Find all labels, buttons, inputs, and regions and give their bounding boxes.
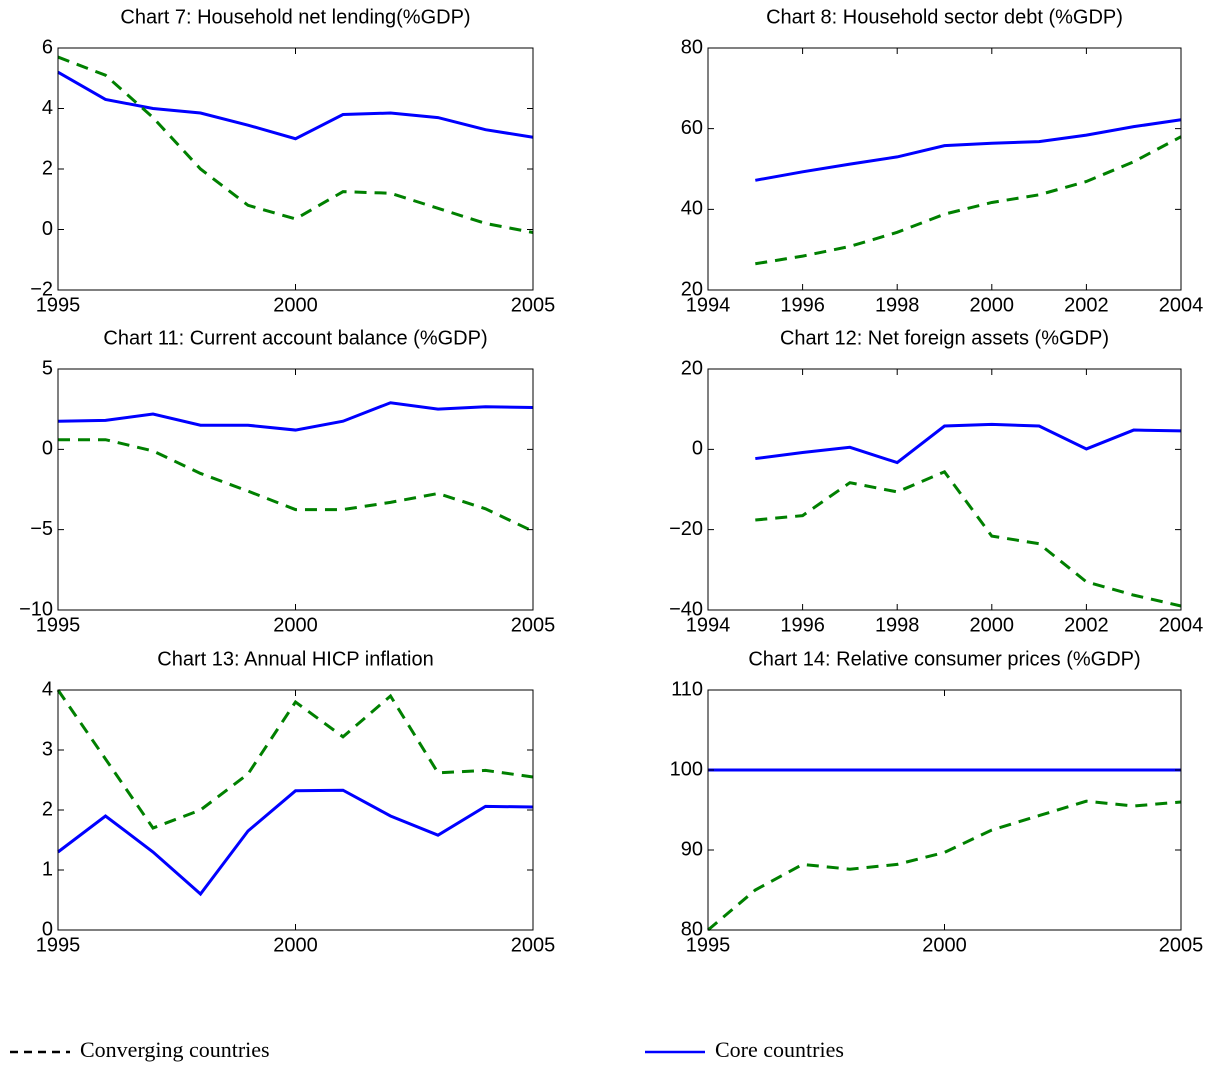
y-tick-label: 4 (42, 97, 53, 119)
x-tick-label: 1996 (780, 614, 825, 636)
series-line (755, 469, 1182, 608)
y-tick-label: 0 (692, 438, 703, 460)
y-tick-label: 110 (671, 678, 703, 700)
y-tick-label: 80 (681, 918, 703, 940)
x-tick-label: 2000 (970, 614, 1015, 636)
series-line (58, 438, 534, 533)
y-tick-label: 90 (681, 838, 703, 860)
plot-frame (707, 368, 1182, 611)
x-tick-label: 2000 (273, 934, 318, 956)
x-tick-label: 2004 (1159, 614, 1204, 636)
x-tick-label: 2000 (970, 294, 1015, 316)
x-tick-label: 1998 (875, 294, 920, 316)
y-tick-label: 5 (42, 357, 53, 379)
y-tick-label: 60 (681, 117, 703, 139)
x-tick-label: 1995 (686, 934, 731, 956)
x-tick-label: 2005 (511, 934, 556, 956)
x-tick-label: 1995 (36, 294, 81, 316)
series-line (755, 135, 1182, 266)
x-tick-label: 2002 (1064, 294, 1109, 316)
legend-label: Converging countries (80, 1037, 270, 1062)
series-line (707, 799, 1182, 932)
legend-label: Core countries (715, 1037, 844, 1062)
plot-frame (707, 47, 1182, 291)
y-tick-label: 40 (681, 198, 703, 220)
y-tick-label: −10 (19, 598, 53, 620)
y-tick-label: 6 (42, 36, 53, 58)
chart-title: Chart 13: Annual HICP inflation (157, 648, 433, 670)
x-tick-label: 2005 (1159, 934, 1204, 956)
y-tick-label: 0 (42, 438, 53, 460)
chart-title: Chart 7: Household net lending(%GDP) (120, 6, 470, 28)
plot-frame (57, 47, 534, 291)
x-tick-label: 2002 (1064, 614, 1109, 636)
series-line (755, 118, 1182, 182)
x-tick-label: 2000 (273, 294, 318, 316)
y-tick-label: 0 (42, 218, 53, 240)
x-tick-label: 1994 (686, 614, 731, 636)
y-tick-label: 20 (681, 278, 703, 300)
series-line (57, 70, 534, 141)
x-tick-label: 2000 (922, 934, 967, 956)
x-tick-label: 2004 (1159, 294, 1204, 316)
y-tick-label: 4 (42, 678, 53, 700)
y-tick-label: 20 (681, 357, 703, 379)
x-tick-label: 1995 (36, 934, 81, 956)
y-tick-label: 0 (42, 918, 53, 940)
y-tick-label: 3 (42, 738, 53, 760)
x-tick-label: 2000 (273, 614, 318, 636)
x-tick-label: 2005 (511, 614, 556, 636)
plot-frame (707, 689, 1182, 931)
series-line (57, 401, 534, 432)
y-tick-label: 100 (670, 758, 703, 780)
y-tick-label: 1 (42, 858, 53, 880)
plot-frame (57, 368, 534, 611)
chart-title: Chart 8: Household sector debt (%GDP) (766, 6, 1123, 28)
chart-title: Chart 11: Current account balance (%GDP) (103, 327, 487, 349)
series-line (56, 689, 534, 830)
x-tick-label: 1995 (36, 614, 81, 636)
y-tick-label: −2 (30, 278, 53, 300)
series-line (755, 422, 1182, 465)
x-tick-label: 1996 (780, 294, 825, 316)
series-line (57, 788, 534, 897)
x-tick-label: 1998 (875, 614, 920, 636)
y-tick-label: 2 (42, 157, 53, 179)
plot-frame (57, 689, 534, 931)
chart-title: Chart 12: Net foreign assets (%GDP) (780, 327, 1109, 349)
y-tick-label: −5 (30, 518, 53, 540)
x-tick-label: 1994 (686, 294, 731, 316)
y-tick-label: 2 (42, 798, 53, 820)
x-tick-label: 2005 (511, 294, 556, 316)
y-tick-label: −20 (669, 518, 703, 540)
series-line (57, 55, 534, 235)
y-tick-label: 80 (681, 36, 703, 58)
chart-title: Chart 14: Relative consumer prices (%GDP… (748, 648, 1140, 670)
y-tick-label: −40 (669, 598, 703, 620)
